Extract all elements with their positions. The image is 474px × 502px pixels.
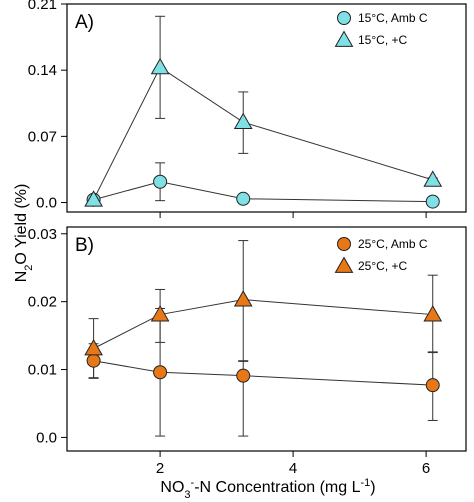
legend-label: 25°C, Amb C — [358, 237, 428, 251]
legend-label: 15°C, Amb C — [358, 11, 428, 25]
y-tick-label: 0.03 — [28, 226, 57, 243]
data-point — [423, 305, 443, 322]
y-tick-label: 0.07 — [28, 128, 57, 145]
legend-marker — [337, 237, 351, 251]
y-tick-label: 0.02 — [28, 294, 57, 311]
panel-b: 0.0 0.01 0.02 0.03 2 4 6 B) 25°C, Amb C 25°C, +C — [28, 226, 467, 477]
data-point — [84, 190, 103, 207]
legend-marker — [334, 256, 354, 273]
data-point — [153, 174, 168, 189]
data-point — [423, 170, 443, 187]
y-tick-label: 0.21 — [28, 0, 57, 13]
data-point — [425, 194, 440, 209]
data-point — [236, 368, 251, 383]
data-point — [233, 290, 253, 307]
data-point — [86, 353, 101, 368]
legend-marker — [337, 11, 351, 25]
data-point — [150, 57, 170, 75]
legend-label: 25°C, +C — [358, 259, 407, 273]
data-point — [233, 112, 253, 130]
shared-x-axis-label: NO3--N Concentration (mg L-1) — [160, 477, 375, 501]
y-tick-label: 0.01 — [28, 362, 57, 379]
y-tick-label: 0.14 — [28, 62, 57, 79]
plot-frame — [66, 226, 467, 452]
data-point — [425, 378, 440, 393]
series-line — [93, 181, 433, 203]
panel-a: 0.0 0.07 0.14 0.21 A) 15°C, Amb C 15°C, +C — [28, 0, 467, 218]
data-point — [153, 365, 168, 380]
data-point — [236, 191, 251, 206]
legend-label: 15°C, +C — [358, 33, 407, 47]
series-line — [93, 66, 433, 200]
x-tick-label: 2 — [156, 460, 164, 477]
series-line — [93, 299, 433, 349]
data-point — [84, 338, 103, 356]
shared-y-axis-label: N2O Yield (%) — [13, 184, 35, 283]
panel-label: A) — [75, 12, 94, 33]
legend-marker — [334, 30, 354, 47]
x-tick-label: 4 — [289, 460, 297, 477]
y-tick-label: 0.0 — [36, 429, 57, 446]
data-point — [150, 305, 170, 322]
y-tick-label: 0.0 — [36, 195, 57, 212]
plot-frame — [66, 3, 467, 213]
panel-label: B) — [75, 235, 94, 256]
series-line — [93, 360, 433, 386]
x-tick-label: 6 — [422, 460, 430, 477]
